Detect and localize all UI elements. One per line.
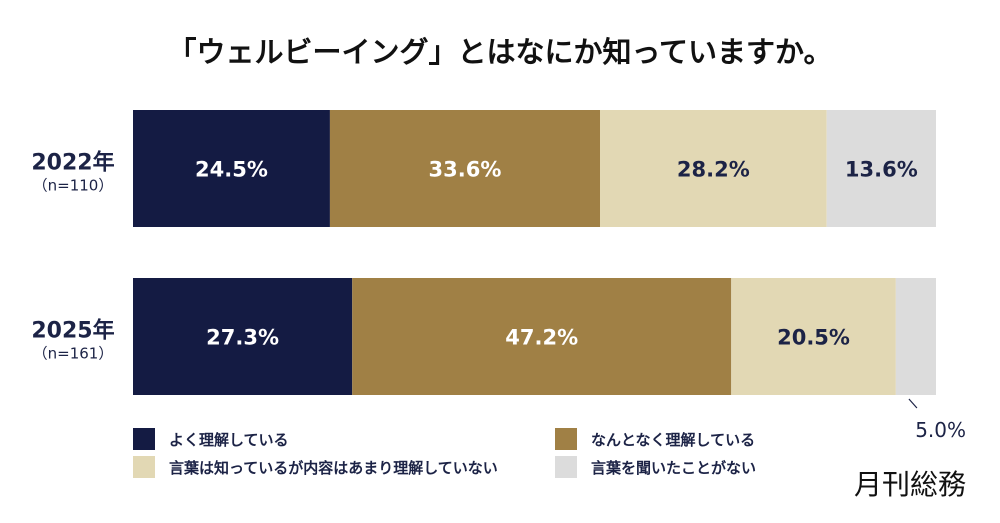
legend: よく理解している なんとなく理解している言葉は知っているが内容はあまり理解していな… [133, 428, 756, 478]
leader-line [908, 398, 918, 409]
bar-segment [600, 110, 827, 227]
bar-segment [133, 110, 330, 227]
bar-segment [329, 110, 601, 227]
legend-label: 言葉を聞いたことがない [591, 459, 756, 477]
legend-swatch [555, 428, 577, 450]
legend-swatch [133, 456, 155, 478]
category-labels: 2022年（n=110） 2025年（n=161） [31, 150, 114, 363]
legend-swatch [133, 428, 155, 450]
bar-segment [895, 278, 936, 395]
bar-segment [133, 278, 353, 395]
category-n-label: （n=110） [33, 177, 114, 195]
data-label: 13.6% [845, 158, 918, 182]
chart-title: 「ウェルビーイング」とはなにか知っていますか。 [168, 35, 833, 69]
bar-segment [826, 110, 936, 227]
bars-group: 24.5% 33.6% 28.2% 13.6% 27.3% 47.2% 20.5% 5.0% [133, 110, 966, 442]
category-year-label: 2022年 [31, 150, 114, 176]
legend-swatch [555, 456, 577, 478]
category-n-label: （n=161） [33, 345, 114, 363]
data-label: 33.6% [429, 158, 502, 182]
data-label: 28.2% [677, 158, 750, 182]
data-label: 24.5% [195, 158, 268, 182]
legend-label: なんとなく理解している [591, 431, 755, 449]
data-label: 20.5% [777, 326, 850, 350]
outside-data-label: 5.0% [915, 418, 966, 442]
bar-segment [352, 278, 732, 395]
legend-label: 言葉は知っているが内容はあまり理解していない [169, 459, 498, 477]
data-label: 27.3% [206, 326, 279, 350]
bar-segment [731, 278, 896, 395]
legend-label: よく理解している [169, 431, 289, 449]
data-label: 47.2% [505, 326, 578, 350]
category-year-label: 2025年 [31, 318, 114, 344]
brand-logo: 月刊総務 [854, 468, 966, 501]
